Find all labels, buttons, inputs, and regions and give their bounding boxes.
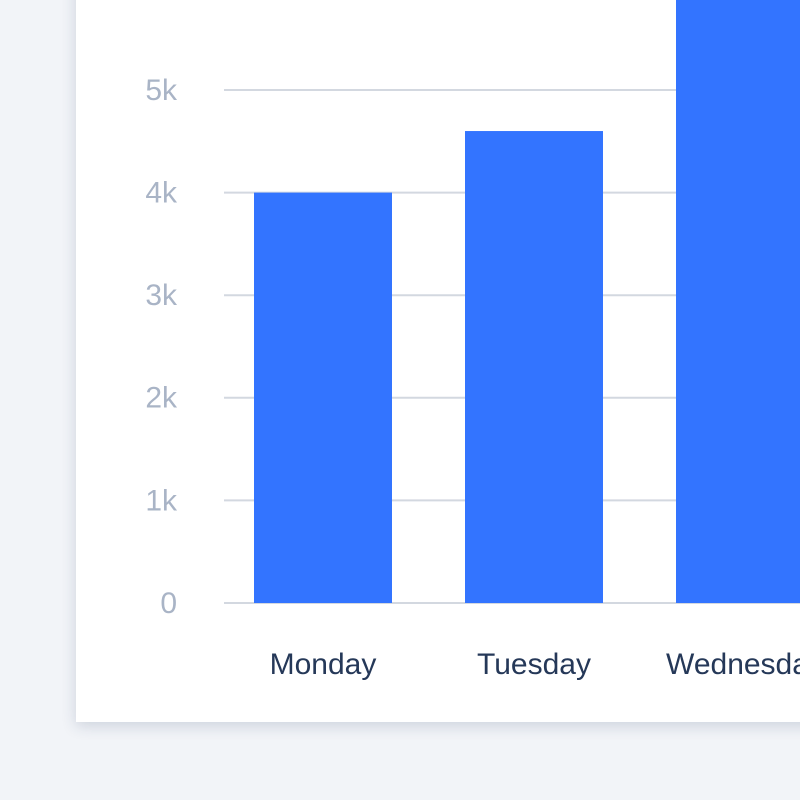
y-tick-label: 1k [145, 484, 178, 517]
bar [676, 0, 800, 604]
x-tick-label: Tuesday [477, 648, 591, 681]
x-tick-label: Monday [270, 648, 377, 681]
x-tick-label: Wednesday [666, 648, 800, 681]
y-tick-label: 4k [145, 177, 178, 210]
y-tick-label: 0 [160, 587, 177, 620]
bar [254, 192, 392, 603]
y-tick-label: 2k [145, 382, 178, 415]
bar [465, 131, 603, 604]
y-tick-label: 5k [145, 74, 178, 107]
y-tick-label: 3k [145, 279, 178, 312]
